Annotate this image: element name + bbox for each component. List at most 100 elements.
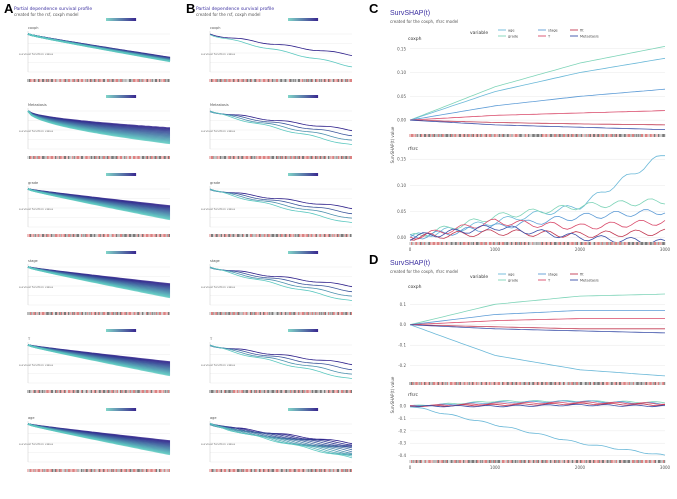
b-row0-legend-colorbar xyxy=(308,18,310,21)
b-row0-legend-colorbar xyxy=(294,18,296,21)
a-row5-legend-colorbar xyxy=(118,408,120,411)
b-row3-survival-curve xyxy=(209,266,353,301)
c-legend-label-age: age xyxy=(508,29,515,33)
b-row1-legend-colorbar xyxy=(289,95,291,98)
b-row0-legend-colorbar xyxy=(311,18,313,21)
b-row0-legend-colorbar xyxy=(288,18,290,21)
a-row2-legend-colorbar xyxy=(120,173,122,176)
a-row0-legend-colorbar xyxy=(129,18,131,21)
d-ylabel: SurvSHAP(t) value xyxy=(390,376,395,413)
b-row2-legend-colorbar xyxy=(313,173,315,176)
a-row2-legend-colorbar xyxy=(108,173,110,176)
a-row3-legend-colorbar xyxy=(132,251,134,254)
a-row2-survival-curve xyxy=(27,188,171,221)
b-row0-survival-curve xyxy=(209,34,353,68)
b-row5-legend-colorbar xyxy=(312,408,314,411)
a-row0-legend-colorbar xyxy=(124,18,126,21)
b-row0-legend-colorbar xyxy=(291,18,293,21)
b-row2-survival-curve xyxy=(209,188,353,210)
a-row0-legend-colorbar xyxy=(119,18,121,21)
a-row5-legend-colorbar xyxy=(126,408,128,411)
a-row3-legend-colorbar xyxy=(113,251,115,254)
a-row4-legend-colorbar xyxy=(130,329,132,332)
d-xtick: 0 xyxy=(409,465,412,470)
a-row5-legend-colorbar xyxy=(112,408,114,411)
b-row3-legend-colorbar xyxy=(292,251,294,254)
a-row0-legend-colorbar xyxy=(118,18,120,21)
b-row5-legend-colorbar xyxy=(290,408,292,411)
c-legend-label-fit: fit xyxy=(580,29,584,33)
a-row2-legend-colorbar xyxy=(129,173,131,176)
a-row3-legend-colorbar xyxy=(135,251,137,254)
c-xtick: 1000 xyxy=(490,247,501,252)
a-row2-legend-colorbar xyxy=(123,173,125,176)
a-row0-legend-colorbar xyxy=(106,18,108,21)
a-row2-legend-colorbar xyxy=(106,173,108,176)
b-row0-legend-colorbar xyxy=(297,18,299,21)
b-row0-rug xyxy=(210,79,352,82)
c-xtick: 0 xyxy=(409,247,412,252)
a-row4-legend-colorbar xyxy=(132,329,134,332)
d-rfsrc-ytick: -0.2 xyxy=(398,428,406,433)
b-row4-legend-colorbar xyxy=(309,329,311,332)
b-row3-legend-colorbar xyxy=(303,251,305,254)
a-row0-legend-colorbar xyxy=(131,18,133,21)
a-row5-legend-colorbar xyxy=(132,408,134,411)
b-row5-legend-colorbar xyxy=(288,408,290,411)
b-row4-legend-colorbar xyxy=(289,329,291,332)
b-row1-legend-colorbar xyxy=(310,95,312,98)
b-row0-survival-curve xyxy=(209,33,353,56)
a-row3-legend-colorbar xyxy=(134,251,136,254)
b-row4-legend-colorbar xyxy=(301,329,303,332)
panel-label-a: A xyxy=(4,1,14,16)
a-row2-legend-colorbar xyxy=(131,173,133,176)
b-row5-legend-colorbar xyxy=(295,408,297,411)
d-rfsrc-ytick: -0.1 xyxy=(398,416,406,421)
a-row1-legend-colorbar xyxy=(126,95,128,98)
d-legend-label-Metastasis: Metastasis xyxy=(580,279,599,283)
b-row2-survival-curve xyxy=(209,188,353,223)
c-xtick: 3000 xyxy=(660,247,671,252)
a-row4-legend-colorbar xyxy=(131,329,133,332)
a-row0-legend-colorbar xyxy=(107,18,109,21)
b-row2-rug xyxy=(210,234,352,237)
b-row2-legend-colorbar xyxy=(298,173,300,176)
a-row3-legend-colorbar xyxy=(106,251,108,254)
c-coxph-series-stage xyxy=(409,88,666,121)
d-rfsrc-series-Metastasis xyxy=(409,403,666,408)
b-row0-ylabel: survival function value xyxy=(201,52,235,56)
a-row0-legend-colorbar xyxy=(133,18,135,21)
a-row3-legend-colorbar xyxy=(109,251,111,254)
b-row2-legend-colorbar xyxy=(312,173,314,176)
b-row1-legend-colorbar xyxy=(316,95,318,98)
a-row2-legend-colorbar xyxy=(126,173,128,176)
a-row0-legend-colorbar xyxy=(116,18,118,21)
b-row1-legend-colorbar xyxy=(296,95,298,98)
b-row3-legend-colorbar xyxy=(315,251,317,254)
a-row1-legend-colorbar xyxy=(113,95,115,98)
b-row4-legend-colorbar xyxy=(298,329,300,332)
a-row4-legend-colorbar xyxy=(124,329,126,332)
d-coxph-plot-area xyxy=(410,292,665,380)
b-row3-legend-colorbar xyxy=(301,251,303,254)
a-row5-legend-colorbar xyxy=(113,408,115,411)
d-legend-label-fit: fit xyxy=(580,273,584,277)
a-row4-legend-colorbar xyxy=(114,329,116,332)
b-row2-legend-colorbar xyxy=(316,173,318,176)
a-row5-legend-colorbar xyxy=(123,408,125,411)
b-row1-rug xyxy=(210,156,352,159)
b-row2-legend-colorbar xyxy=(303,173,305,176)
a-row2-legend-colorbar xyxy=(127,173,129,176)
a-row3-legend-colorbar xyxy=(129,251,131,254)
b-row2-ylabel: survival function value xyxy=(201,207,235,211)
d-rfsrc-ytick: 0.0 xyxy=(400,404,407,409)
b-row4-facet-label: T xyxy=(209,337,213,341)
panel-a-subtitle: created for the rsf, coxph model xyxy=(14,12,79,17)
a-row5-legend-colorbar xyxy=(127,408,129,411)
b-row2-legend-colorbar xyxy=(314,173,316,176)
a-row0-legend-colorbar xyxy=(134,18,136,21)
a-row2-legend-colorbar xyxy=(122,173,124,176)
b-row2-legend-colorbar xyxy=(300,173,302,176)
b-row5-legend-colorbar xyxy=(297,408,299,411)
a-row1-legend-colorbar xyxy=(132,95,134,98)
